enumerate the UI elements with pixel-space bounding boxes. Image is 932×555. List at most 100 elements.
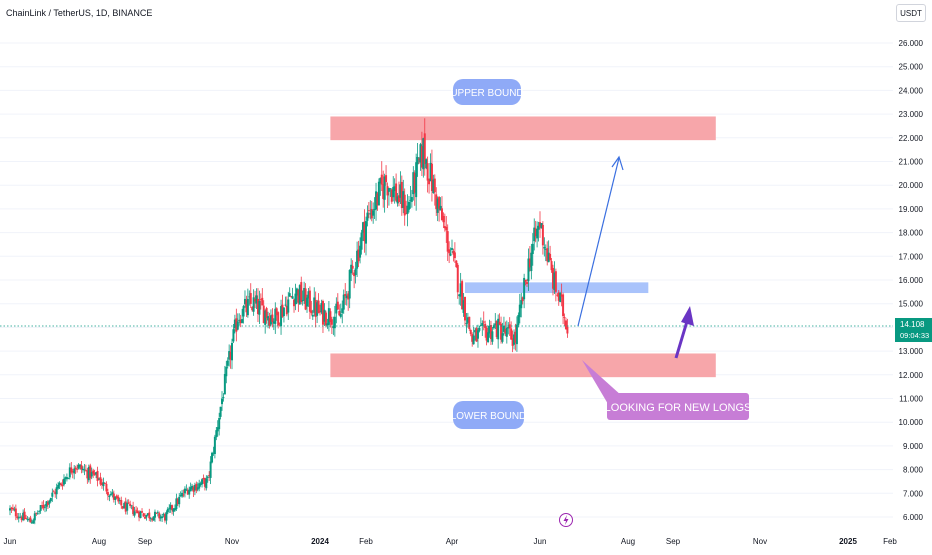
- candle-body: [554, 271, 557, 292]
- candle-body: [498, 321, 501, 325]
- candle-body: [475, 328, 478, 342]
- candle-body: [471, 334, 474, 342]
- candle-body: [357, 249, 360, 262]
- candle-body: [465, 323, 468, 324]
- candle-body: [52, 491, 55, 493]
- candle-body: [202, 477, 205, 480]
- candle-body: [275, 308, 278, 316]
- y-tick-label: 25.000: [899, 63, 924, 72]
- candle-body: [248, 296, 251, 298]
- x-tick-label: Feb: [883, 537, 897, 546]
- candle-body: [566, 326, 569, 334]
- candle-body: [133, 511, 136, 516]
- symbol-title[interactable]: ChainLink / TetherUS, 1D, BINANCE: [6, 8, 153, 18]
- candle-body: [423, 133, 426, 164]
- y-tick-label: 11.000: [899, 395, 923, 404]
- candle-body: [183, 488, 186, 494]
- candle-body: [146, 513, 149, 516]
- candle-body: [186, 489, 189, 495]
- candle-body: [111, 492, 114, 495]
- candle-body: [272, 321, 275, 324]
- candle-body: [10, 507, 13, 509]
- candle-body: [439, 205, 442, 211]
- candle-body: [208, 475, 211, 476]
- candle-body: [487, 332, 490, 343]
- candle-body: [443, 226, 446, 229]
- candle-body: [19, 516, 22, 518]
- candle-body: [54, 492, 57, 495]
- candle-body: [264, 310, 267, 325]
- candle-body: [278, 322, 281, 324]
- candle-body: [494, 323, 497, 326]
- candle-body: [540, 223, 543, 229]
- candle-body: [293, 299, 296, 307]
- candle-body: [422, 138, 425, 170]
- candle-body: [336, 301, 339, 310]
- candle-body: [369, 213, 372, 215]
- candle-body: [479, 324, 482, 326]
- candle-body: [87, 467, 90, 481]
- candle-body: [320, 302, 323, 313]
- candle-body: [409, 199, 412, 201]
- candle-body: [216, 427, 219, 432]
- y-tick-label: 22.000: [899, 134, 924, 143]
- candle-body: [311, 314, 314, 317]
- candle-body: [239, 319, 242, 324]
- candle-body: [145, 514, 148, 518]
- candle-body: [327, 308, 330, 325]
- candle-body: [462, 300, 465, 313]
- zone-layer: [330, 116, 716, 378]
- candle-body: [285, 305, 288, 315]
- candle-body: [169, 505, 172, 510]
- candle-body: [203, 478, 206, 487]
- candle-body: [539, 222, 541, 227]
- annotation-layer: UPPER BOUND LOWER BOUND LOOKING FOR NEW …: [450, 79, 751, 527]
- candle-body: [419, 144, 422, 163]
- candle-body: [425, 159, 428, 169]
- candle-body: [49, 497, 52, 502]
- candle-body: [189, 487, 192, 492]
- y-tick-label: 19.000: [899, 205, 924, 214]
- candle-body: [108, 495, 111, 498]
- y-tick-label: 18.000: [899, 229, 924, 238]
- candle-body: [550, 261, 553, 271]
- candle-body: [356, 250, 359, 269]
- candle-body: [141, 511, 144, 513]
- candle-body: [206, 476, 209, 478]
- candle-body: [198, 483, 201, 489]
- candle-body: [365, 221, 367, 244]
- candle-body: [288, 293, 291, 297]
- candle-body: [22, 512, 25, 521]
- candle-body: [166, 508, 169, 513]
- candle-body: [308, 290, 311, 312]
- currency-button[interactable]: USDT: [896, 4, 926, 22]
- candle-body: [251, 307, 254, 311]
- candle-body: [132, 506, 135, 515]
- candle-body: [515, 324, 518, 345]
- candle-body: [379, 177, 382, 184]
- x-tick-label: Aug: [621, 537, 635, 546]
- candle-body: [527, 258, 530, 282]
- candle-body: [484, 323, 487, 328]
- candle-body: [118, 500, 121, 501]
- candle-body: [149, 518, 152, 519]
- candle-body: [38, 511, 41, 512]
- candle-body: [127, 502, 130, 504]
- projection-arrow-line: [577, 157, 620, 327]
- y-tick-label: 23.000: [899, 110, 924, 119]
- candle-body: [271, 314, 274, 323]
- candle-body: [472, 335, 475, 345]
- candle-body: [83, 469, 86, 471]
- candle-body: [418, 158, 421, 160]
- candle-body: [130, 505, 133, 507]
- lower-bound-label: LOWER BOUND: [451, 411, 527, 422]
- candle-body: [333, 316, 336, 329]
- candle-body: [448, 249, 451, 254]
- candle-body: [33, 513, 36, 521]
- candle-body: [459, 283, 462, 297]
- candle-body: [76, 468, 79, 470]
- candle-body: [370, 209, 373, 219]
- candle-body: [100, 483, 103, 485]
- candle-body: [222, 397, 225, 398]
- candle-body: [511, 338, 514, 346]
